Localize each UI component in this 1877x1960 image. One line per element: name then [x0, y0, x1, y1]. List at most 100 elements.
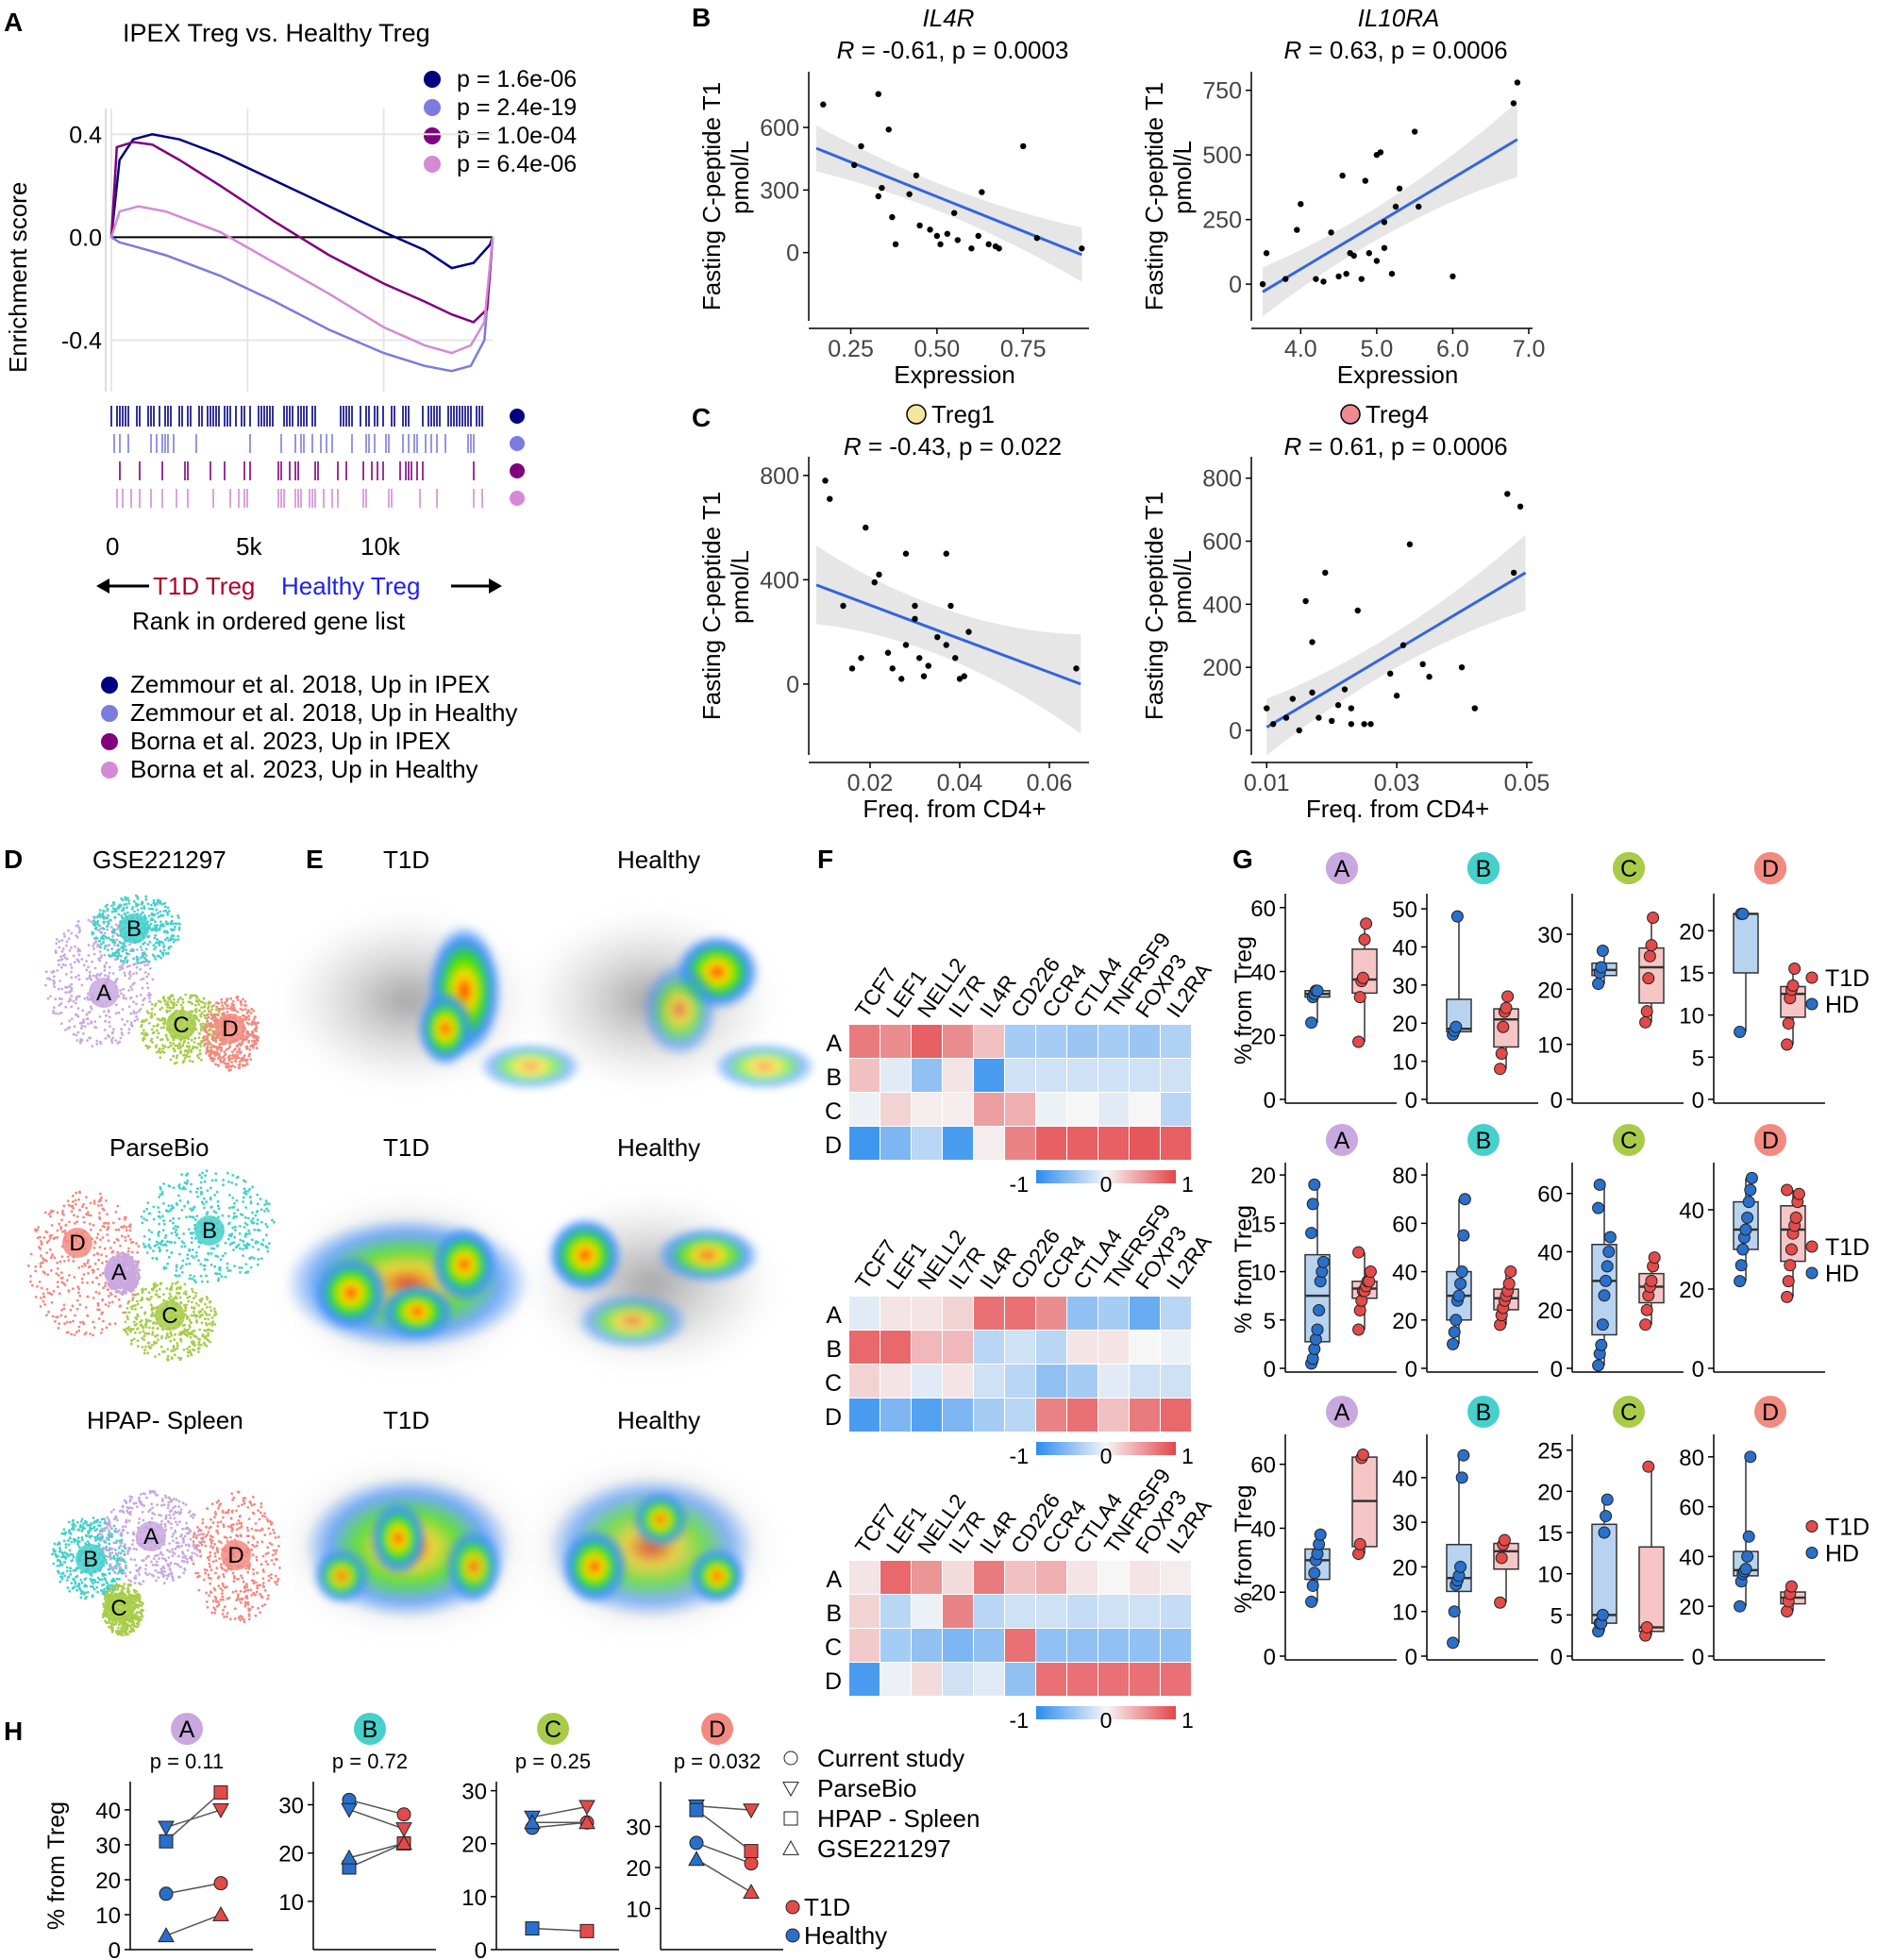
umap-cell: [154, 946, 158, 949]
umap-cell: [179, 1003, 183, 1007]
umap-cell: [127, 972, 131, 976]
umap-cell: [93, 1262, 97, 1265]
umap-cell: [50, 1293, 54, 1297]
umap-cell: [159, 1185, 162, 1189]
umap-cell: [74, 1202, 77, 1206]
umap-cell: [199, 1263, 203, 1266]
umap-cell: [136, 1278, 140, 1282]
umap-cell: [109, 1286, 113, 1289]
umap-cell: [247, 1014, 251, 1018]
umap-cell: [169, 1516, 173, 1520]
umap-cell: [254, 1036, 257, 1039]
gsea-xtick-0: 0: [106, 532, 119, 561]
umap-cell: [177, 1184, 180, 1188]
umap-label-text: C: [173, 1013, 189, 1038]
umap-cell: [177, 1194, 180, 1198]
gsea-curve-4: [109, 205, 494, 355]
umap-cell: [137, 1260, 141, 1264]
umap-cell: [182, 1560, 186, 1564]
umap-cell: [121, 1525, 125, 1529]
umap-cell: [186, 1179, 190, 1182]
umap-cell: [71, 1586, 75, 1590]
umap-cell: [63, 1229, 67, 1232]
umap-cell: [215, 1005, 219, 1009]
umap-cell: [128, 1506, 131, 1509]
umap-cell: [265, 1225, 269, 1229]
umap-cell: [154, 1334, 157, 1338]
umap-cell: [87, 1259, 90, 1262]
umap-cell: [93, 1529, 97, 1533]
umap-cell: [159, 1345, 163, 1349]
scatter-r-symbol: R: [844, 432, 862, 461]
umap-cell: [119, 1304, 122, 1307]
scatter-ylabel: Fasting C-peptide T1: [697, 492, 726, 720]
umap-cell: [189, 1207, 193, 1211]
umap-cell: [160, 1503, 163, 1507]
umap-cell: [225, 1585, 228, 1589]
umap-cell: [198, 1338, 201, 1342]
umap-cell: [59, 1011, 63, 1014]
umap-cell: [240, 1521, 243, 1525]
scatter-stats: = -0.61, p = 0.0003: [854, 36, 1068, 64]
scatter-point: [906, 191, 913, 197]
umap-cell: [231, 1064, 234, 1067]
umap-cell: [169, 1219, 172, 1222]
umap-cell: [92, 1582, 94, 1585]
umap-cell: [64, 963, 67, 967]
umap-cell: [62, 1307, 66, 1311]
umap-cell: [72, 1522, 75, 1526]
umap-cell: [59, 1564, 61, 1567]
umap-cell: [71, 1553, 75, 1557]
umap-cell: [172, 1533, 176, 1535]
umap-cell: [80, 1581, 84, 1584]
umap-cell: [145, 981, 149, 985]
umap-cell: [226, 1062, 230, 1065]
umap-cell: [149, 1303, 153, 1307]
umap-cell: [250, 1030, 254, 1033]
umap-title-gse221297: GSE221297: [92, 846, 226, 874]
umap-cell: [248, 1231, 251, 1235]
umap-label-text: A: [111, 1260, 126, 1285]
umap-cell: [88, 1526, 92, 1530]
umap-cell: [144, 1345, 147, 1349]
umap-cell: [103, 1029, 107, 1031]
umap-cell: [205, 1049, 209, 1052]
umap-cell: [224, 1052, 227, 1056]
umap-cell: [120, 946, 124, 948]
umap-cell: [137, 1245, 141, 1248]
umap-cell: [204, 1571, 208, 1575]
umap-cell: [243, 1196, 245, 1199]
scatter-point: [892, 241, 899, 248]
umap-cell: [170, 1333, 174, 1337]
umap-cell: [51, 1315, 55, 1318]
umap-cell: [166, 1348, 170, 1351]
umap-cell: [179, 1051, 182, 1055]
scatter-point: [889, 213, 896, 221]
umap-cell: [103, 1587, 107, 1591]
umap-cell: [172, 1042, 175, 1045]
umap-cell: [105, 1199, 108, 1202]
umap-cell: [205, 1525, 209, 1529]
umap-cell: [29, 1280, 32, 1283]
umap-cell: [120, 1234, 124, 1238]
umap-cell: [212, 1247, 216, 1250]
umap-cell: [80, 1024, 84, 1028]
umap-cell: [47, 977, 50, 980]
umap-cell: [223, 1575, 226, 1579]
umap-cell: [71, 1304, 75, 1308]
umap-cell: [208, 1049, 210, 1053]
umap-cell: [73, 1333, 76, 1336]
umap-cell: [175, 1269, 178, 1272]
umap-cell: [217, 1215, 220, 1219]
umap-cell: [135, 948, 139, 951]
umap-cell: [114, 1551, 118, 1555]
umap-cell: [163, 998, 167, 1002]
umap-cell: [141, 954, 144, 958]
umap-cell: [116, 1572, 119, 1575]
umap-cell: [109, 1557, 112, 1561]
panel-a: A IPEX Treg vs. Healthy Treg p = 1.6e-06…: [4, 8, 577, 783]
umap-cell: [209, 1305, 212, 1309]
scatter-point: [848, 665, 856, 672]
umap-cell: [158, 1514, 160, 1516]
